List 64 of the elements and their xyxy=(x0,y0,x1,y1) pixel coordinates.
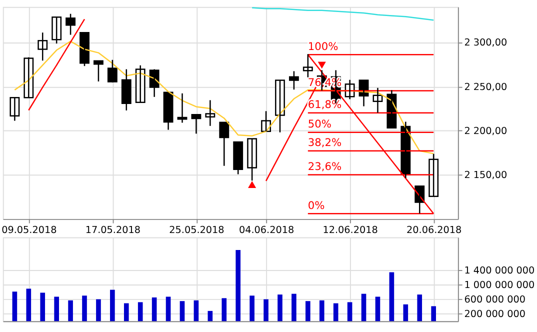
bar xyxy=(54,296,59,322)
bar xyxy=(152,297,157,322)
x-tick-label: 09.05.2018 xyxy=(2,224,57,236)
series-label: 61,8% xyxy=(308,99,342,112)
bar xyxy=(319,300,324,322)
candlestick xyxy=(205,100,216,127)
x-tick-label: 04.06.2018 xyxy=(238,224,294,236)
bar xyxy=(194,300,199,322)
candlestick xyxy=(107,59,118,84)
line-series xyxy=(14,40,434,154)
bar xyxy=(68,300,73,322)
line-series xyxy=(251,7,434,21)
candlestick xyxy=(233,141,244,175)
x-tick-label: 17.05.2018 xyxy=(85,224,140,236)
bar xyxy=(375,296,380,322)
candlestick xyxy=(288,70,299,90)
candlestick xyxy=(38,32,48,62)
candlestick xyxy=(94,60,104,82)
bar xyxy=(278,294,282,322)
bar xyxy=(403,304,408,322)
y-tick-label: 1 000 000 000 xyxy=(464,280,535,292)
bar xyxy=(124,303,129,322)
bar xyxy=(292,294,296,322)
bar xyxy=(26,288,32,322)
bar xyxy=(264,299,268,322)
y-tick-label: 2 150,00 xyxy=(464,170,508,182)
bar xyxy=(347,302,352,322)
bar xyxy=(138,302,143,322)
bar xyxy=(361,294,366,322)
bar xyxy=(222,298,227,322)
line-series xyxy=(28,18,86,111)
x-tick-label: 20.06.2018 xyxy=(406,224,462,236)
bar xyxy=(208,310,213,322)
bar xyxy=(96,299,101,322)
bar xyxy=(236,250,241,322)
y-tick-label: 2 250,00 xyxy=(464,82,508,93)
y-tick-label: 200 000 000 xyxy=(464,309,526,320)
series-label: 0% xyxy=(308,200,325,212)
bar xyxy=(12,292,18,322)
series-label: 50% xyxy=(308,118,332,131)
x-tick-label: 12.06.2018 xyxy=(322,224,378,236)
bar xyxy=(306,301,310,322)
y-tick-label: 1 400 000 000 xyxy=(464,265,535,276)
bar xyxy=(82,296,87,322)
bar xyxy=(417,294,422,322)
candlestick xyxy=(302,54,313,78)
candlestick xyxy=(66,13,76,36)
y-tick-label: 2 200,00 xyxy=(464,126,508,137)
bar xyxy=(40,292,46,322)
bar xyxy=(389,272,394,322)
series-label: 38,2% xyxy=(308,137,342,150)
bar xyxy=(250,296,254,322)
y-tick-label: 600 000 000 xyxy=(464,294,526,306)
candlestick xyxy=(52,16,62,44)
candlestick xyxy=(121,68,132,112)
bar xyxy=(110,290,115,322)
bar xyxy=(333,303,338,322)
y-tick-label: 2 300,00 xyxy=(464,38,508,49)
bar xyxy=(166,296,171,322)
series-label: 100% xyxy=(308,40,338,53)
series-label: 23,6% xyxy=(308,160,342,173)
x-tick-label: 25.05.2018 xyxy=(169,224,224,236)
bar xyxy=(431,306,436,322)
bar xyxy=(180,301,185,322)
